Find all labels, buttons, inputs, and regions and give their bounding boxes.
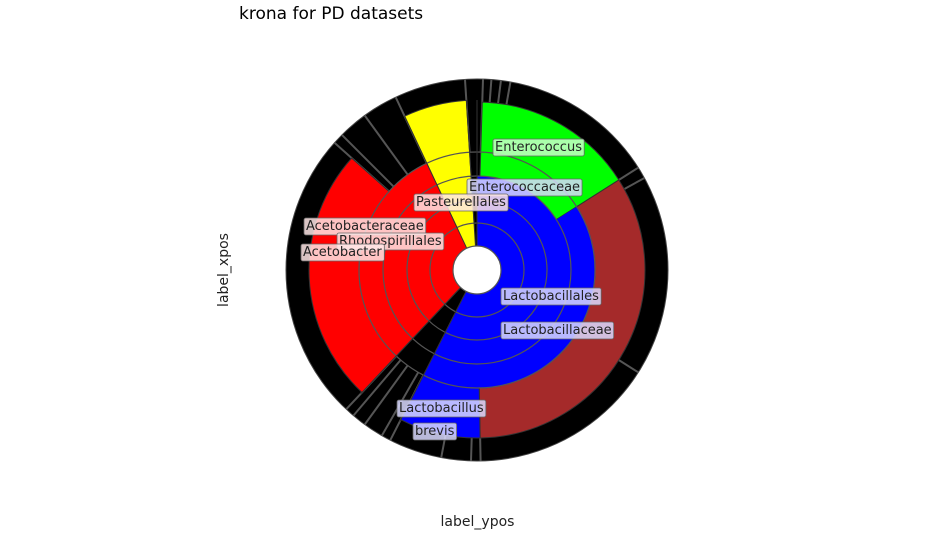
label-text: Acetobacter (303, 245, 382, 260)
label-text: Acetobacteraceae (306, 219, 424, 234)
label-box (466, 178, 583, 197)
sector-divider (363, 114, 409, 176)
label-text: Lactobacillales (503, 289, 599, 304)
label-acetobacteraceae: Acetobacteraceae (303, 217, 427, 236)
label-text: Lactobacillus (399, 401, 484, 416)
label-enterococcaceae: Enterococcaceae (466, 178, 583, 197)
chart-title: krona for PD datasets (239, 4, 424, 24)
grid-radial (404, 115, 468, 249)
ring4-lactobacillus (423, 206, 595, 388)
label-text: brevis (415, 424, 455, 439)
label-text: Lactobacillaceae (503, 323, 612, 338)
label-acetobacter: Acetobacter (300, 243, 385, 262)
label-pasteurellales: Pasteurellales (413, 193, 509, 212)
x-axis-label: label_ypos (440, 514, 515, 530)
sector-divider (352, 359, 402, 417)
label-text: Enterococcaceae (469, 180, 580, 195)
label-text: Enterococcus (495, 140, 582, 155)
label-box (300, 243, 385, 262)
sector-divider (363, 364, 409, 426)
label-lactobacillales: Lactobacillales (500, 287, 602, 306)
label-box (396, 399, 487, 418)
grid-radial (360, 287, 461, 395)
sector-divider (341, 134, 395, 188)
label-text: Pasteurellales (416, 195, 506, 210)
label-box (413, 193, 509, 212)
ring1-pasteurellales (456, 223, 476, 249)
grid-radial (465, 100, 476, 247)
label-box (412, 422, 458, 441)
ring3-enterococcaceae (434, 176, 571, 364)
label-box (492, 138, 585, 157)
label-enterococcus: Enterococcus (492, 138, 585, 157)
center-hole (452, 245, 502, 295)
label-lactobacillaceae: Lactobacillaceae (500, 321, 615, 340)
ring4-acetobacter (358, 163, 437, 357)
label-box (500, 287, 602, 306)
label-box (500, 321, 615, 340)
label-brevis: brevis (412, 422, 458, 441)
label-lactobacillus: Lactobacillus (396, 399, 487, 418)
